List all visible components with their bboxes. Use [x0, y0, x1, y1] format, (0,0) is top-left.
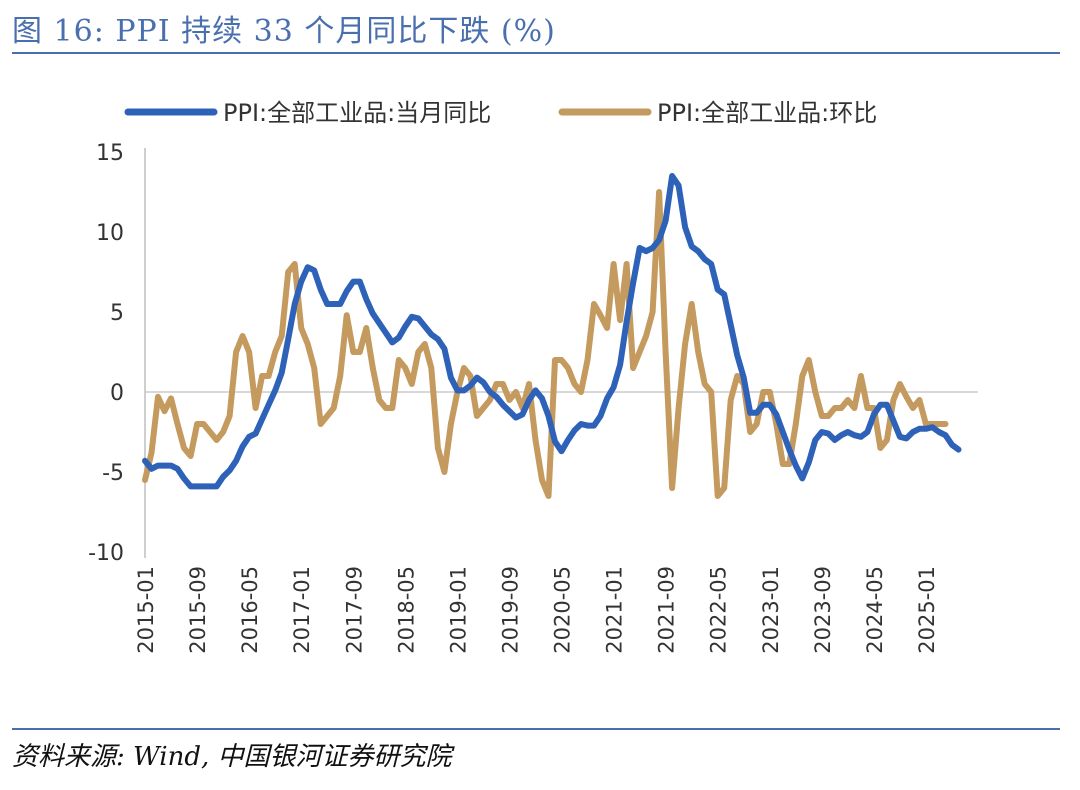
x-axis: 2015-01 2015-09 2016-05 2017-01 2017-09 2018-… — [134, 566, 939, 654]
x-tick-label: 2024-05 — [863, 566, 887, 654]
x-tick-label: 2015-01 — [134, 566, 158, 654]
source-divider — [12, 728, 1060, 730]
x-tick-label: 2015-09 — [186, 566, 210, 654]
x-tick-label: 2022-05 — [707, 566, 731, 654]
x-tick-label: 2023-01 — [759, 566, 783, 654]
legend-label-2: PPI:全部工业品:环比 — [657, 99, 877, 127]
x-tick-label: 2017-09 — [342, 566, 366, 654]
x-tick-label: 2025-01 — [915, 566, 939, 654]
y-tick-label: 15 — [96, 141, 124, 166]
chart-title: 图 16: PPI 持续 33 个月同比下跌 (%) — [12, 14, 556, 49]
plot-area — [142, 173, 978, 499]
ppi-line-chart: PPI:全部工业品:当月同比 PPI:全部工业品:环比 15 10 5 0 -5 -10 2… — [88, 99, 978, 654]
y-axis: 15 10 5 0 -5 -10 — [88, 141, 146, 566]
y-tick-label: 10 — [96, 221, 124, 246]
title-divider — [12, 52, 1060, 54]
x-tick-label: 2021-09 — [655, 566, 679, 654]
y-tick-label: -10 — [88, 541, 124, 566]
y-tick-label: -5 — [102, 461, 124, 486]
y-tick-label: 5 — [110, 301, 124, 326]
x-tick-label: 2017-01 — [290, 566, 314, 654]
x-tick-label: 2019-09 — [498, 566, 522, 654]
x-tick-label: 2018-05 — [394, 566, 418, 654]
source-note: 资料来源: Wind, 中国银河证券研究院 — [12, 742, 452, 772]
x-tick-label: 2023-09 — [811, 566, 835, 654]
y-tick-label: 0 — [110, 381, 124, 406]
chart-legend: PPI:全部工业品:当月同比 PPI:全部工业品:环比 — [124, 99, 877, 127]
x-tick-label: 2021-01 — [603, 566, 627, 654]
series-line-2 — [142, 189, 949, 499]
x-tick-label: 2019-01 — [446, 566, 470, 654]
legend-label-1: PPI:全部工业品:当月同比 — [223, 99, 491, 127]
series-line-1 — [142, 173, 962, 490]
x-tick-label: 2016-05 — [238, 566, 262, 654]
x-tick-label: 2020-05 — [551, 566, 575, 654]
